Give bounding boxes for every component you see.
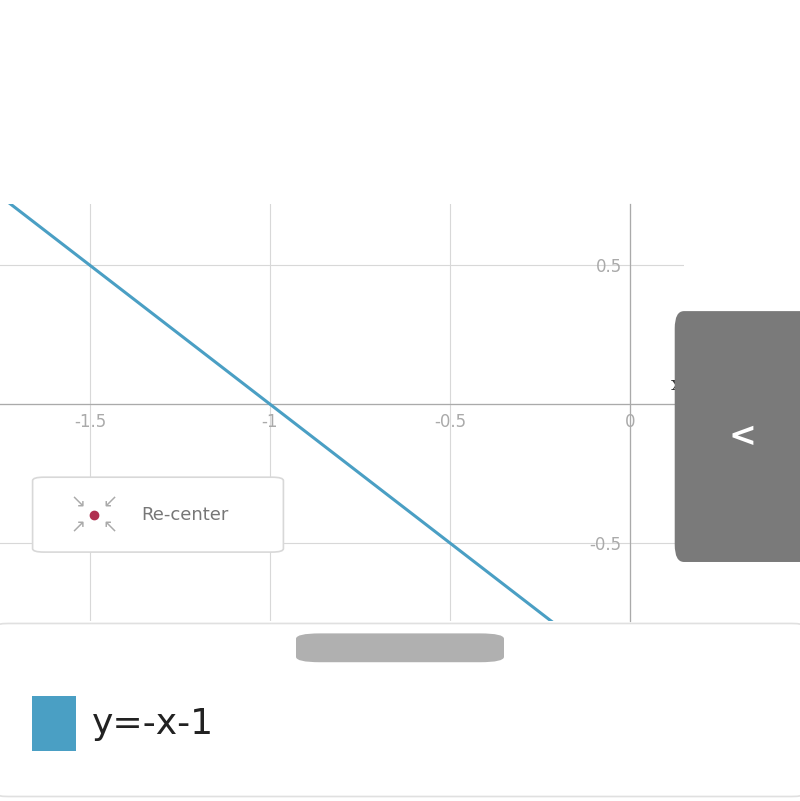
Text: y=-x-1: y=-x-1 <box>92 706 214 740</box>
FancyBboxPatch shape <box>32 696 76 751</box>
Text: x: x <box>671 376 682 394</box>
Text: Re-center: Re-center <box>142 505 229 524</box>
Text: <: < <box>728 420 756 453</box>
FancyBboxPatch shape <box>296 634 504 662</box>
Text: ↘: ↘ <box>70 493 86 511</box>
FancyBboxPatch shape <box>674 311 800 562</box>
FancyBboxPatch shape <box>33 477 283 552</box>
Text: ↖: ↖ <box>102 518 118 536</box>
FancyBboxPatch shape <box>0 623 800 796</box>
Text: ↗: ↗ <box>70 518 86 536</box>
Text: ↙: ↙ <box>102 493 118 511</box>
